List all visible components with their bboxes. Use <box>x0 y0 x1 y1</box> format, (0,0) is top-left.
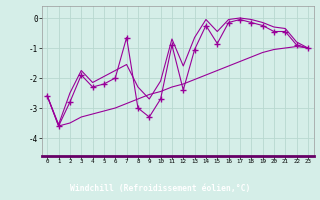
Text: Windchill (Refroidissement éolien,°C): Windchill (Refroidissement éolien,°C) <box>70 184 250 193</box>
